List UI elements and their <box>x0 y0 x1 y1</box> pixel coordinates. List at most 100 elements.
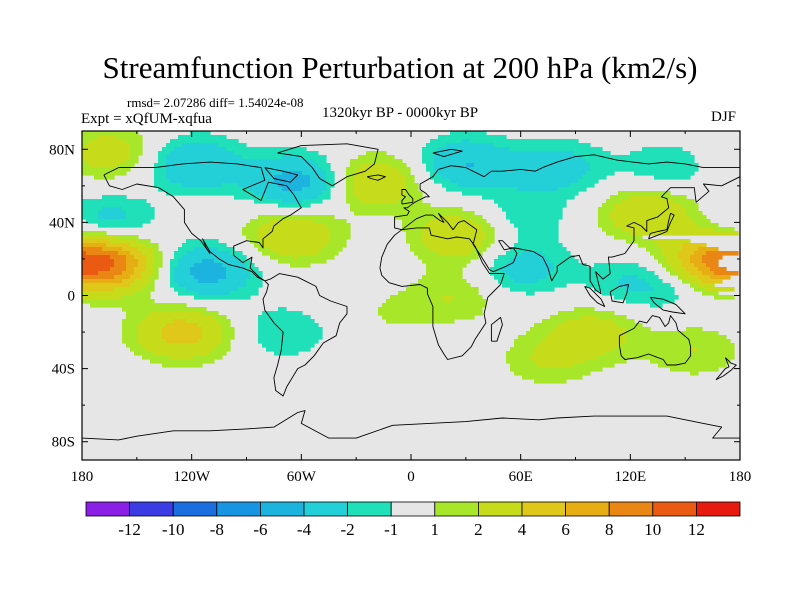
contour-fill-cell <box>202 311 219 316</box>
contour-fill-cell <box>162 147 175 152</box>
contour-fill-cell <box>122 295 151 300</box>
contour-fill-cell <box>222 323 231 328</box>
contour-fill-cell <box>518 239 559 244</box>
contour-fill-cell <box>406 287 479 292</box>
contour-fill-cell <box>438 171 587 176</box>
contour-fill-cell <box>166 323 199 328</box>
contour-fill-cell <box>258 339 319 344</box>
contour-fill-cell <box>278 203 311 208</box>
contour-fill-cell <box>534 351 607 356</box>
contour-fill-cell <box>134 255 147 260</box>
contour-fill-cell <box>558 311 615 316</box>
map-plot-area <box>82 131 740 460</box>
coast-africa <box>379 227 505 360</box>
contour-fill-cell <box>154 271 159 276</box>
x-tick-label: 180 <box>729 469 752 485</box>
contour-fill-cell <box>498 203 567 208</box>
contour-fill-cell <box>226 267 247 272</box>
contour-fill-cell <box>126 343 143 348</box>
contour-fill-cell <box>618 191 671 196</box>
contour-fill-cell <box>182 255 239 260</box>
contour-fill-cell <box>698 275 711 280</box>
contour-fill-cell <box>406 231 423 236</box>
contour-fill-cell <box>82 275 115 280</box>
contour-fill-cell <box>510 247 567 252</box>
contour-fill-cell <box>602 227 623 232</box>
contour-fill-cell <box>522 251 543 256</box>
contour-fill-cell <box>574 151 611 156</box>
contour-fill-cell <box>458 183 571 188</box>
contour-fill-cell <box>198 339 223 344</box>
coast-north-america <box>103 161 302 282</box>
contour-fill-cell <box>690 259 703 264</box>
contour-fill-cell <box>146 243 159 248</box>
contour-fill-cell <box>662 251 679 256</box>
colorbar-swatch <box>565 501 610 517</box>
contour-fill-cell <box>626 287 655 292</box>
contour-fill-cell <box>122 307 207 312</box>
contour-fill-cell <box>654 287 675 292</box>
contour-fill-cell <box>194 295 251 300</box>
contour-fill-cell <box>178 283 247 288</box>
contour-fill-cell <box>242 155 283 160</box>
contour-fill-cell <box>82 271 99 276</box>
contour-fill-cell <box>650 283 671 288</box>
contour-fill-cell <box>690 371 699 376</box>
contour-fill-cell <box>514 339 543 344</box>
contour-fill-cell <box>214 259 243 264</box>
contour-fill-cell <box>534 323 559 328</box>
contour-fill-cell <box>542 319 567 324</box>
contour-fill-cell <box>578 179 599 184</box>
contour-fill-cell <box>598 215 611 220</box>
contour-fill-cell <box>346 167 359 172</box>
contour-fill-cell <box>142 343 219 348</box>
contour-fill-cell <box>670 367 719 372</box>
coast-baffin <box>264 167 299 183</box>
contour-fill-cell <box>222 263 247 268</box>
contour-fill-cell <box>698 267 711 272</box>
contour-fill-cell <box>426 223 483 228</box>
contour-fill-cell <box>658 363 727 368</box>
contour-fill-cell <box>82 283 131 288</box>
contour-fill-cell <box>82 287 115 292</box>
contour-fill-cell <box>506 355 531 360</box>
colorbar-label: -1 <box>384 520 398 539</box>
contour-fill-cell <box>378 307 483 312</box>
contour-fill-cell <box>138 335 163 340</box>
contour-fill-cell <box>618 283 651 288</box>
contour-fill-cell <box>102 247 123 252</box>
contour-fill-cell <box>610 195 631 200</box>
colorbar: -12 -10 -8 -6 -4 -2 -1 1 2 4 6 8 10 12 <box>85 501 741 539</box>
contour-fill-cell <box>486 235 495 240</box>
contour-fill-cell <box>710 275 731 280</box>
contour-fill-cell <box>138 327 163 332</box>
contour-fill-cell <box>406 179 415 184</box>
colorbar-label: -10 <box>162 520 185 539</box>
contour-fill-cell <box>142 319 175 324</box>
contour-fill-cell <box>82 207 103 212</box>
contour-fill-cell <box>162 335 203 340</box>
contour-fill-cell <box>150 279 155 284</box>
contour-fill-cell <box>614 319 635 324</box>
contour-fill-cell <box>662 263 671 268</box>
contour-fill-cell <box>182 183 223 188</box>
contour-fill-cell <box>510 275 547 280</box>
y-tick-label: 40N <box>49 215 75 231</box>
contour-fill-cell <box>126 139 143 144</box>
contour-fill-cell <box>174 279 199 284</box>
contour-fill-cell <box>330 227 351 232</box>
contour-fill-cell <box>166 167 323 172</box>
contour-fill-cell <box>474 247 487 252</box>
contour-fill-cell <box>618 279 647 284</box>
contour-fill-cell <box>82 299 155 304</box>
contour-fill-cell <box>170 355 195 360</box>
contour-fill-cell <box>354 175 407 180</box>
contour-fill-cell <box>666 259 683 264</box>
contour-fill-cell <box>406 191 423 196</box>
contour-fill-cell <box>322 191 331 196</box>
contour-fill-cell <box>186 251 231 256</box>
colorbar-label: 8 <box>605 520 614 539</box>
contour-fill-cell <box>682 259 691 264</box>
contour-fill-cell <box>138 239 151 244</box>
contour-fill-cell <box>262 311 303 316</box>
